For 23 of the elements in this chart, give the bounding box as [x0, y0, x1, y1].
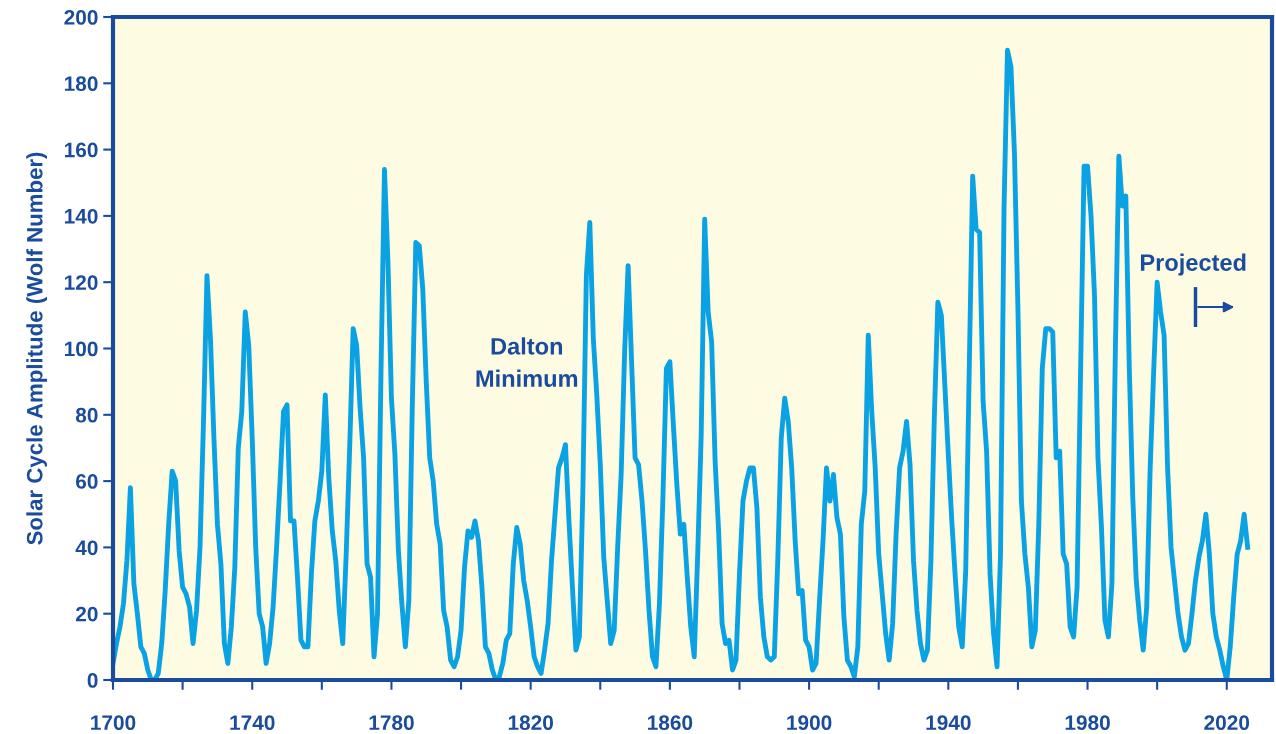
- y-tick-label: 40: [75, 540, 98, 556]
- y-tick-label: 180: [64, 76, 98, 92]
- x-tick-label: 1980: [1065, 715, 1110, 731]
- annotation: Dalton Minimum: [476, 337, 578, 387]
- y-tick-label: 140: [64, 208, 98, 224]
- y-tick-label: 100: [64, 341, 98, 357]
- x-tick-label: 1700: [91, 715, 136, 731]
- x-tick-label: 1780: [369, 715, 414, 731]
- x-tick-label: 1740: [230, 715, 275, 731]
- x-tick-label: 2020: [1204, 715, 1250, 731]
- y-tick-label: 120: [64, 275, 98, 290]
- x-tick-label: 1940: [926, 715, 971, 731]
- x-tick-label: 1860: [648, 715, 693, 731]
- y-tick-label: 60: [76, 474, 98, 489]
- y-tick-label: 160: [64, 142, 98, 158]
- x-tick-label: 1900: [787, 715, 832, 731]
- y-tick-label: 80: [75, 407, 98, 423]
- y-tick-label: 0: [87, 673, 98, 688]
- y-tick-label: 20: [75, 606, 98, 622]
- y-tick-label: 200: [64, 10, 98, 25]
- y-axis-title: Solar Cycle Amplitude (Wolf Number): [26, 152, 47, 545]
- x-tick-label: 1820: [508, 715, 553, 731]
- annotation: Projected: [1140, 253, 1246, 276]
